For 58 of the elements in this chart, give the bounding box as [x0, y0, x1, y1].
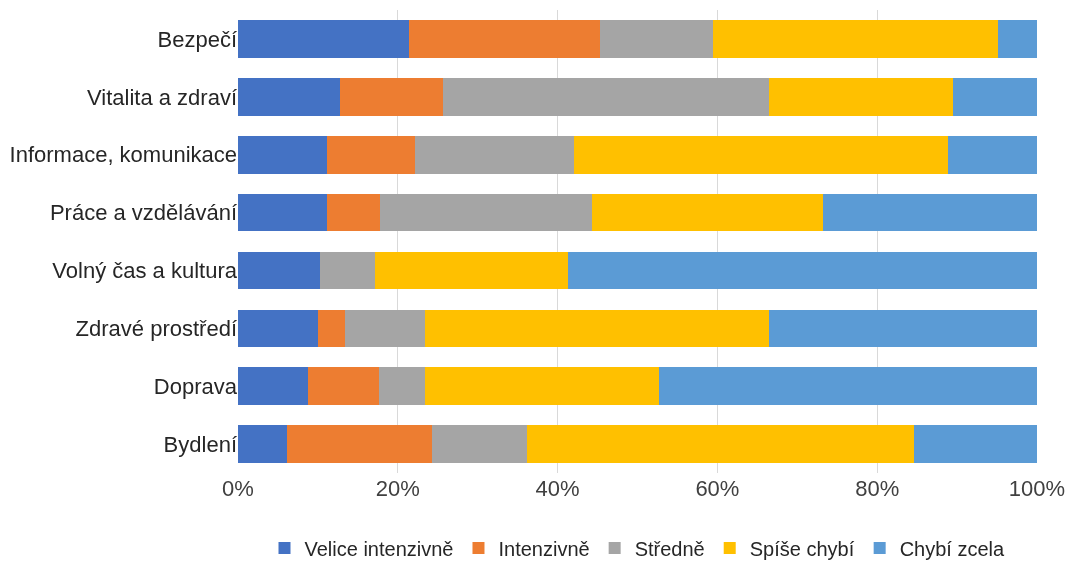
bar	[238, 193, 327, 232]
bar	[567, 251, 1037, 290]
bar	[527, 425, 914, 463]
bar	[997, 20, 1037, 58]
bar	[769, 78, 954, 116]
legend-label: Intenzivně	[498, 537, 590, 560]
y-tick-label: Volný čas a kultura	[52, 258, 238, 284]
bar	[712, 20, 998, 58]
x-tick-label: 80%	[855, 476, 900, 501]
bar	[591, 193, 823, 232]
bar	[380, 193, 592, 232]
y-tick-label: Bydlení	[163, 431, 237, 457]
bar	[415, 135, 575, 174]
y-tick-label: Vitalita a zdraví	[86, 84, 237, 110]
bar	[378, 367, 425, 405]
y-tick-label: Práce a vzdělávání	[49, 200, 237, 226]
x-tick-label: 100%	[1008, 476, 1066, 501]
bar	[599, 20, 713, 58]
bar	[238, 367, 309, 405]
x-tick-label: 40%	[535, 476, 580, 501]
bar	[345, 309, 425, 348]
y-tick-label: Zdravé prostředí	[75, 316, 237, 342]
bar	[953, 78, 1037, 116]
y-tick-label: Informace, komunikace	[9, 142, 237, 168]
bar	[317, 309, 346, 348]
legend-label: Velice intenzivně	[304, 537, 454, 560]
bar	[320, 251, 376, 290]
bar	[659, 367, 1037, 405]
legend-label: Chybí zcela	[899, 537, 1006, 560]
bar	[408, 20, 600, 58]
bar	[326, 193, 381, 232]
bar	[424, 367, 660, 405]
x-tick-label: 0%	[222, 476, 254, 501]
y-tick-label: Bezpečí	[157, 26, 237, 52]
bar	[238, 251, 321, 290]
bar	[340, 78, 443, 116]
legend-label: Středně	[634, 537, 705, 560]
bar	[822, 193, 1037, 232]
x-tick-label: 20%	[375, 476, 420, 501]
legend-label: Spíše chybí	[749, 537, 855, 560]
bar	[308, 367, 379, 405]
y-tick-label: Doprava	[153, 373, 238, 399]
bar	[432, 425, 528, 463]
bar	[424, 309, 770, 348]
bar	[769, 309, 1037, 348]
bar	[286, 425, 433, 463]
bar	[238, 425, 287, 463]
bar	[238, 309, 318, 348]
bar	[375, 251, 568, 290]
x-tick-label: 60%	[695, 476, 740, 501]
bar	[442, 78, 770, 116]
bar	[326, 135, 416, 174]
bar	[238, 78, 341, 116]
bar	[947, 135, 1037, 174]
bar	[238, 20, 409, 58]
bar	[574, 135, 948, 174]
bar	[913, 425, 1037, 463]
bar	[238, 135, 327, 174]
